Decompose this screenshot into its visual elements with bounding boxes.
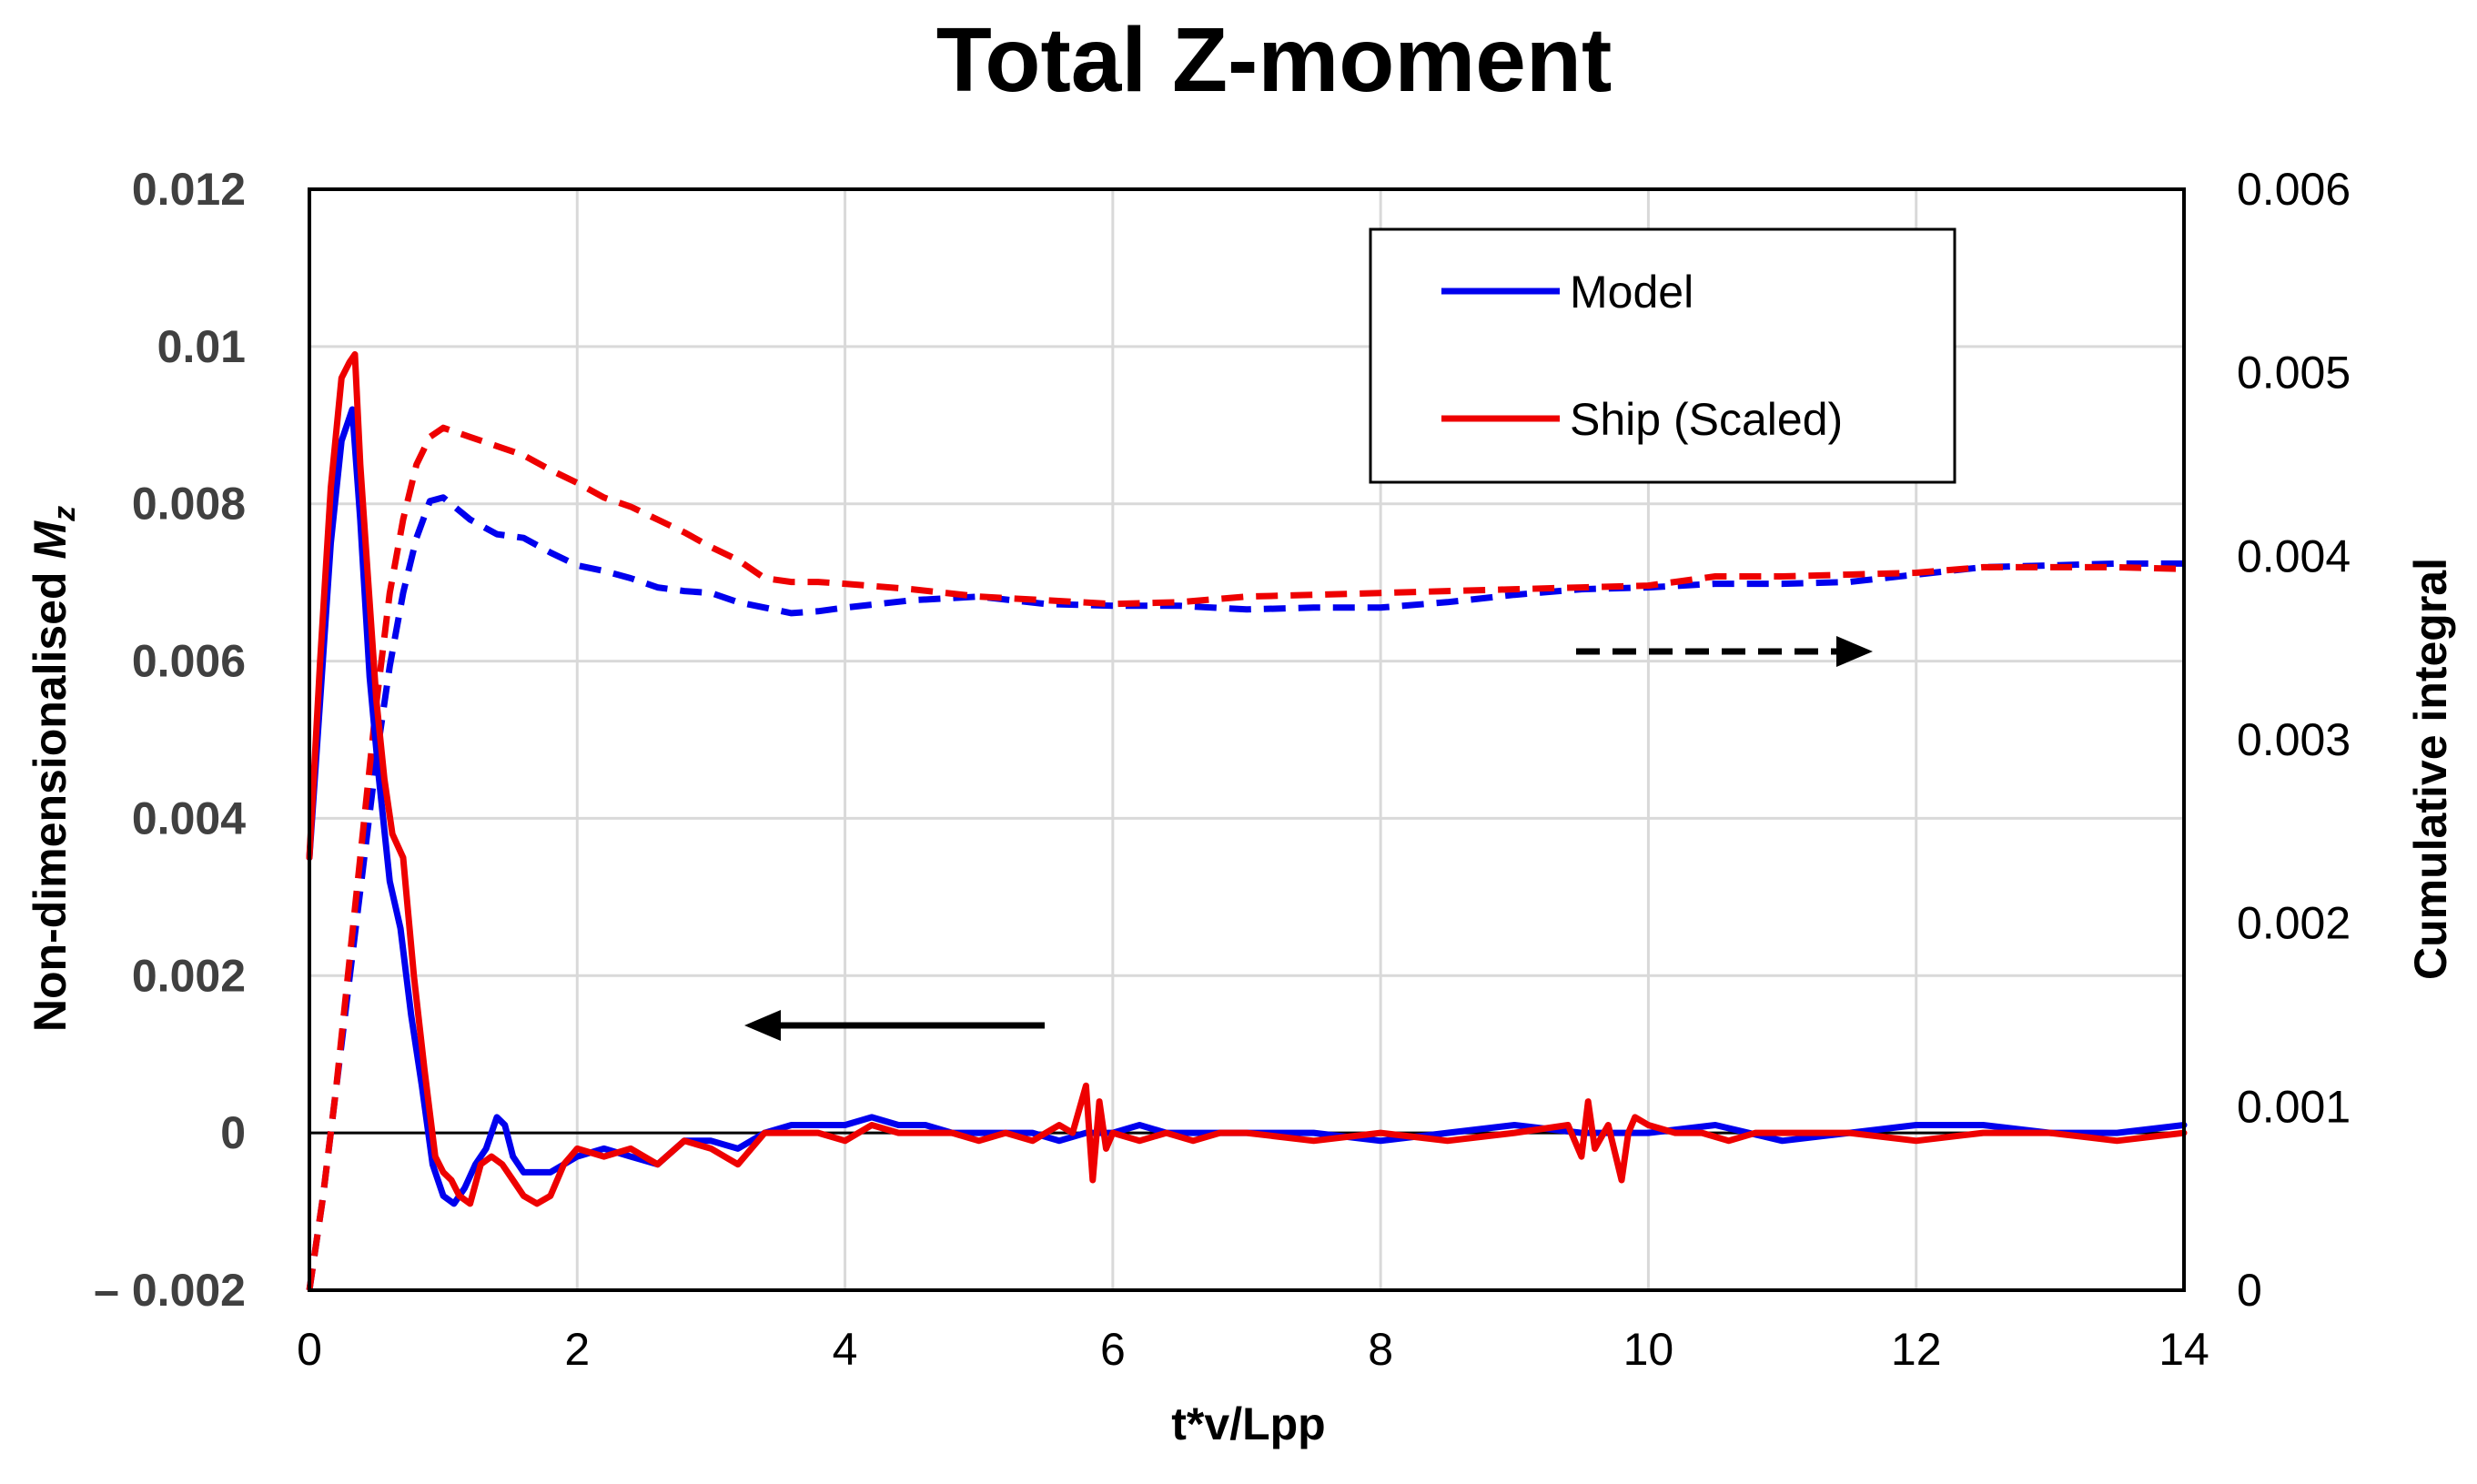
x-tick-label: 4 bbox=[833, 1324, 858, 1375]
series-line-cumulative-ship bbox=[306, 424, 2185, 1291]
legend: Model Ship (Scaled) bbox=[1369, 227, 1956, 484]
direction-arrow-right bbox=[1576, 636, 1873, 667]
x-axis-ticks: 0 2 4 6 8 10 12 14 bbox=[297, 1324, 2209, 1375]
x-tick-label: 6 bbox=[1100, 1324, 1126, 1375]
plot-frame bbox=[308, 187, 2186, 1292]
y-tick-label: 0.004 bbox=[132, 792, 246, 843]
direction-arrow-right-head bbox=[1836, 636, 1873, 667]
x-tick-label: 10 bbox=[1623, 1324, 1674, 1375]
x-tick-label: 0 bbox=[297, 1324, 322, 1375]
y-tick-label: 0.012 bbox=[132, 164, 246, 215]
legend-label-ship: Ship (Scaled) bbox=[1570, 394, 1843, 445]
direction-arrow-left-head bbox=[744, 1010, 781, 1041]
y-axis-label-gap bbox=[25, 560, 76, 572]
y2-tick-label: 0.001 bbox=[2237, 1081, 2351, 1132]
x-tick-label: 2 bbox=[564, 1324, 590, 1375]
y2-tick-label: 0.005 bbox=[2237, 348, 2351, 399]
x-tick-label: 8 bbox=[1368, 1324, 1393, 1375]
y-axis-label-symbol: M bbox=[25, 520, 76, 560]
chart-title: Total Z-moment bbox=[936, 9, 1613, 111]
y-axis-label-subscript: z bbox=[47, 506, 82, 522]
y-tick-label: 0 bbox=[220, 1107, 246, 1158]
legend-box bbox=[1369, 227, 1956, 484]
x-axis-label: t*v/Lpp bbox=[1171, 1398, 1325, 1449]
y-axis-label: Non-dimensionalised Mz bbox=[25, 506, 82, 1032]
y2-tick-label: 0.002 bbox=[2237, 898, 2351, 949]
series-layer bbox=[306, 351, 2188, 1291]
direction-arrow-left bbox=[744, 1010, 1045, 1041]
y2-tick-label: 0 bbox=[2237, 1265, 2262, 1316]
legend-label-model: Model bbox=[1570, 267, 1693, 318]
series-line-cumulative-model bbox=[306, 494, 2184, 1291]
y-tick-label: 0.01 bbox=[157, 321, 246, 372]
y-tick-label: – 0.002 bbox=[94, 1265, 246, 1316]
y2-tick-label: 0.004 bbox=[2237, 530, 2351, 581]
x-tick-label: 12 bbox=[1891, 1324, 1942, 1375]
series-line-moment-ship bbox=[306, 351, 2188, 1207]
y-tick-label: 0.008 bbox=[132, 479, 246, 530]
x-tick-label: 14 bbox=[2159, 1324, 2209, 1375]
y2-axis-ticks: 0 0.001 0.002 0.003 0.004 0.005 0.006 bbox=[2237, 164, 2351, 1316]
y-axis-label-text: Non-dimensionalised bbox=[25, 571, 76, 1032]
y-tick-label: 0.002 bbox=[132, 950, 246, 1001]
y-tick-label: 0.006 bbox=[132, 636, 246, 687]
y-axis-ticks: – 0.002 0 0.002 0.004 0.006 0.008 0.01 0.012 bbox=[94, 164, 246, 1316]
y2-tick-label: 0.003 bbox=[2237, 714, 2351, 765]
y2-axis-label: Cumulative integral bbox=[2405, 558, 2456, 980]
y2-tick-label: 0.006 bbox=[2237, 164, 2351, 215]
